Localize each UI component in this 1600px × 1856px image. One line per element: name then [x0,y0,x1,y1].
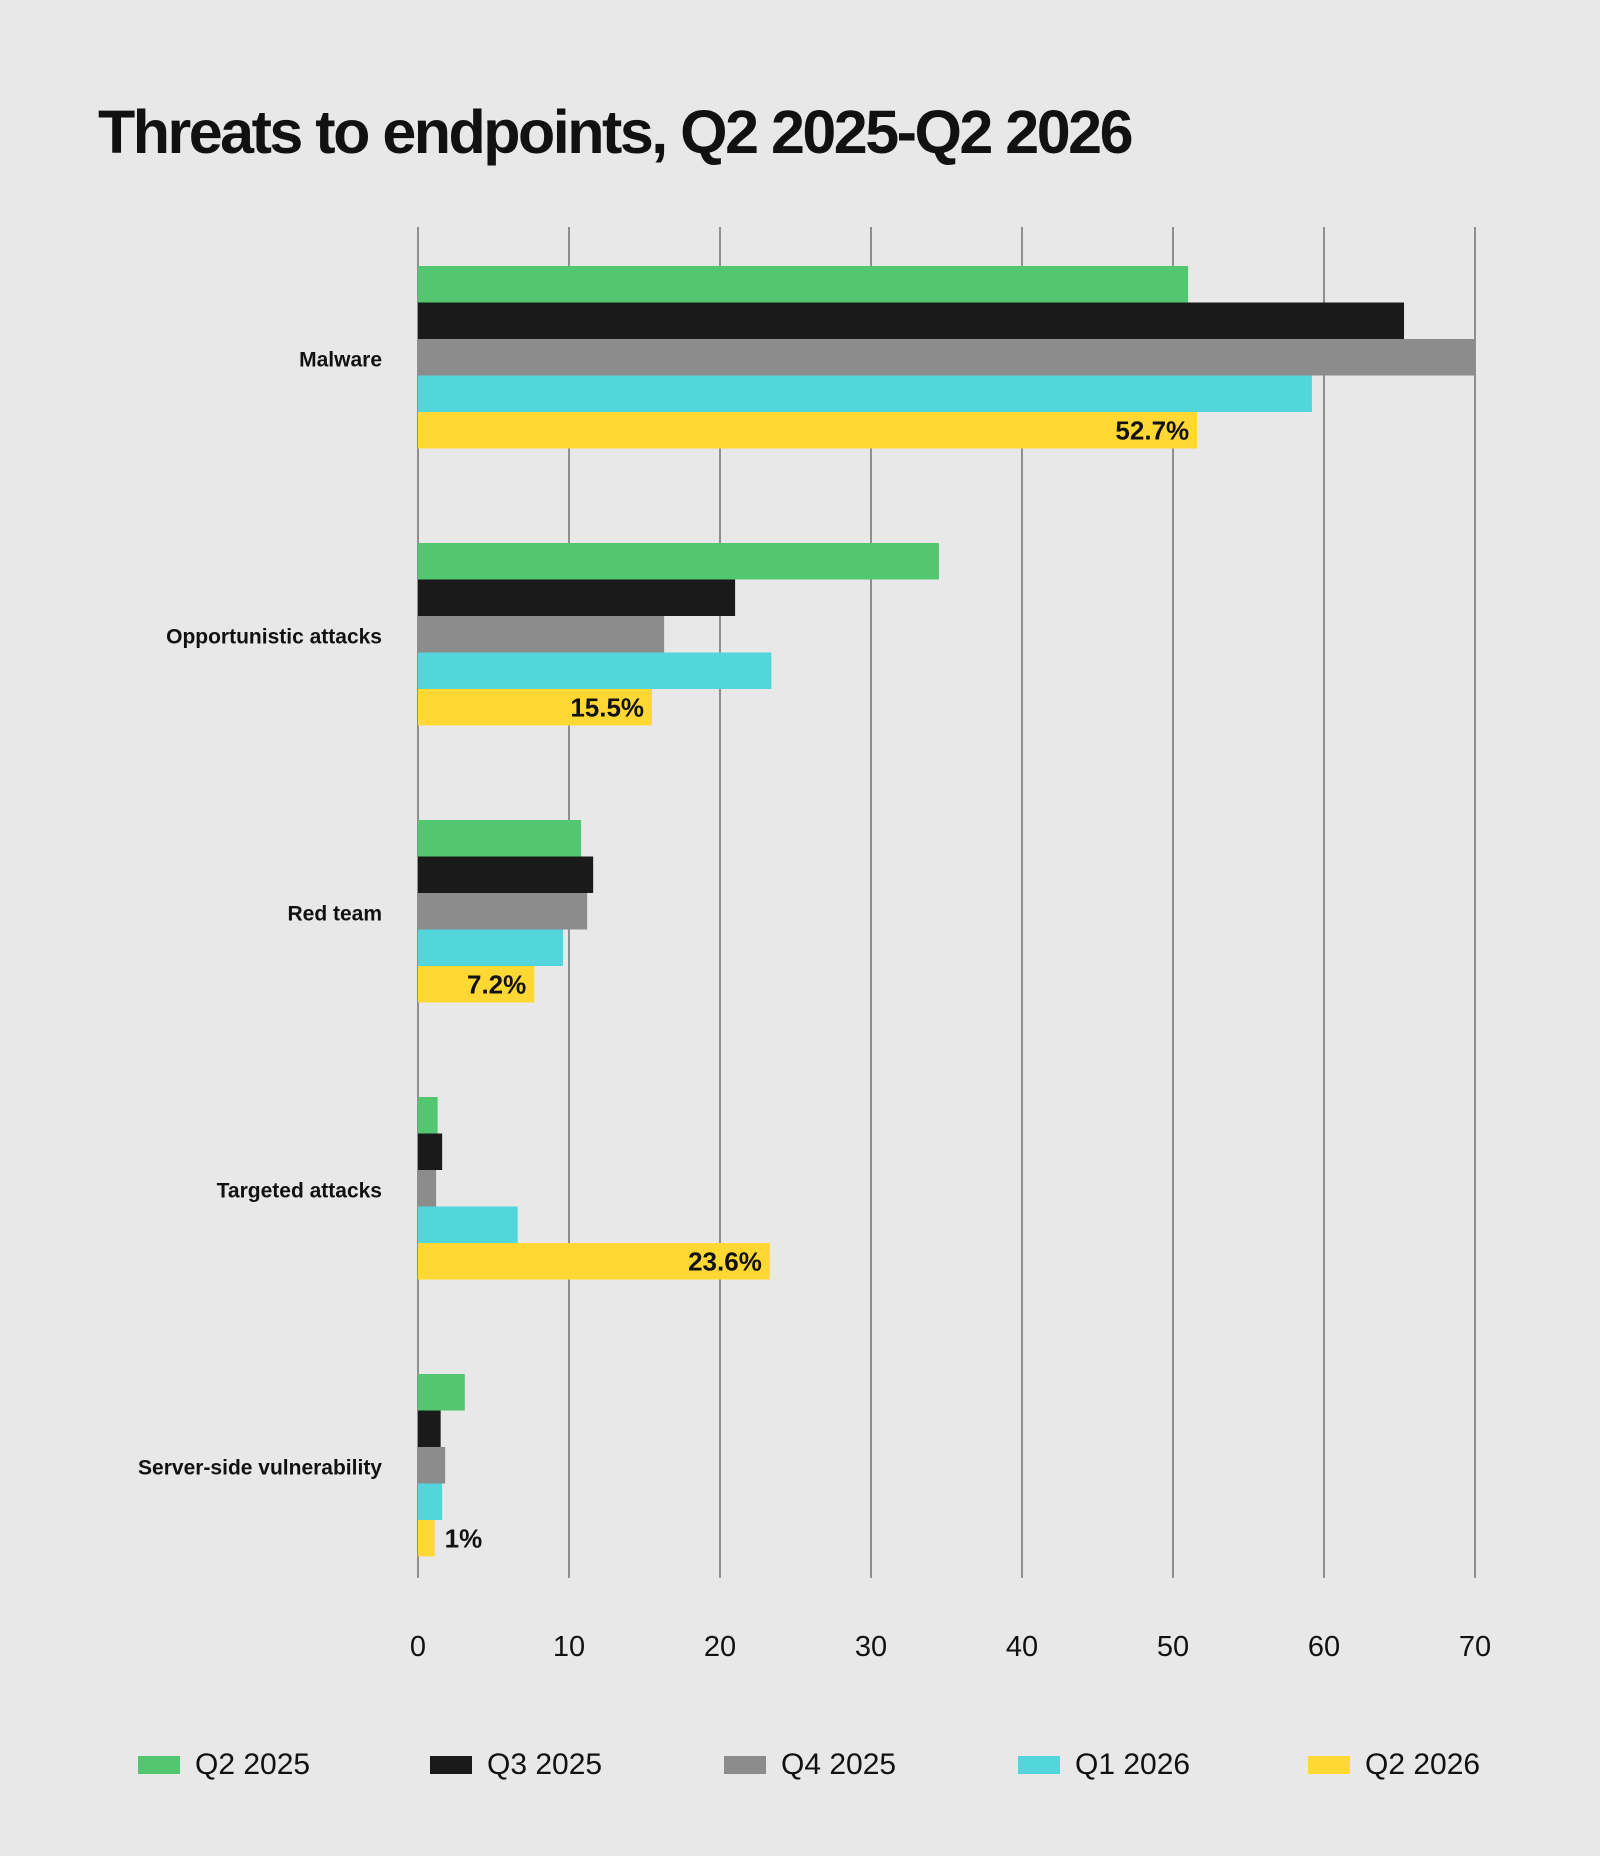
bar [418,579,736,616]
bar [418,929,563,966]
bar [418,302,1405,339]
legend-item: Q4 2025 [724,1740,896,1790]
bar [418,893,588,930]
x-tick-label: 10 [553,1631,585,1663]
data-label: 52.7% [1115,415,1189,445]
bar [418,1520,435,1557]
x-tick-label: 20 [704,1631,736,1663]
bar [418,1206,518,1243]
category-label: Opportunistic attacks [166,625,382,648]
bar [418,1483,443,1520]
bar [418,1170,437,1207]
legend-item: Q1 2026 [1018,1740,1190,1790]
bar-layer [418,266,1475,1557]
data-label: 1% [445,1523,483,1553]
x-tick-label: 0 [410,1631,426,1663]
legend-swatch [430,1756,472,1774]
bar [418,689,653,726]
x-tick-label: 30 [855,1631,887,1663]
legend: Q2 2025 Q3 2025 Q4 2025 Q1 2026 Q2 2026 [0,1740,1600,1790]
legend-swatch [724,1756,766,1774]
bar [418,375,1312,412]
legend-label: Q4 2025 [781,1748,897,1781]
x-tick-label: 70 [1459,1631,1491,1663]
category-label: Targeted attacks [217,1179,382,1202]
bar [418,966,535,1003]
bar [418,1243,770,1280]
data-label: 23.6% [688,1246,762,1276]
bar [418,266,1189,303]
bar-chart: 0 10 20 30 40 50 60 70 Malware 52.7% Opportunistic… [138,227,1491,1663]
legend-label: Q2 2026 [1365,1748,1481,1781]
legend-item: Q2 2025 [138,1740,310,1790]
bar [418,1447,446,1484]
legend-label: Q2 2025 [195,1748,311,1781]
chart-title: Threats to endpoints, Q2 2025-Q2 2026 [98,98,1134,166]
legend-label: Q3 2025 [487,1748,603,1781]
x-tick-label: 60 [1308,1631,1340,1663]
x-tick-label: 40 [1006,1631,1038,1663]
data-label: 7.2% [467,969,526,999]
bar [418,856,594,893]
bar [418,339,1475,376]
bar [418,820,582,857]
data-label: 15.5% [570,692,644,722]
legend-swatch [1308,1756,1350,1774]
legend-item: Q3 2025 [430,1740,602,1790]
category-label: Malware [299,348,382,371]
bar [418,652,772,689]
bar [418,616,665,653]
category-label: Red team [287,902,382,925]
bar [418,1097,438,1134]
label-layer: 0 10 20 30 40 50 60 70 Malware 52.7% Opportunistic… [138,348,1491,1663]
bar [418,1374,465,1411]
bar [418,1410,441,1447]
legend-swatch [138,1756,180,1774]
bar [418,412,1198,449]
bar [418,1133,443,1170]
legend-item: Q2 2026 [1308,1740,1480,1790]
legend-label: Q1 2026 [1075,1748,1191,1781]
bar [418,543,939,580]
category-label: Server-side vulnerability [138,1456,382,1479]
legend-swatch [1018,1756,1060,1774]
x-tick-label: 50 [1157,1631,1189,1663]
